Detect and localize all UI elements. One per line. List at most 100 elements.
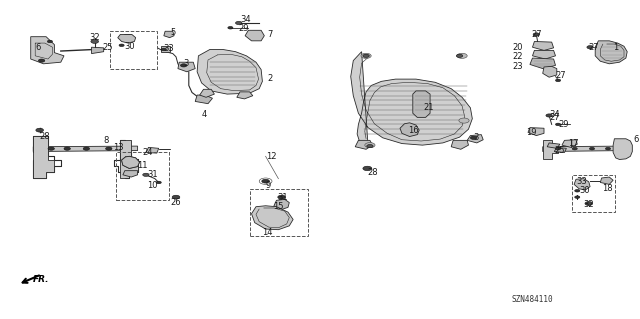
Polygon shape <box>547 143 560 148</box>
Polygon shape <box>574 179 590 190</box>
Polygon shape <box>451 140 468 149</box>
Circle shape <box>236 21 242 25</box>
Polygon shape <box>197 49 262 94</box>
Polygon shape <box>530 58 556 69</box>
Text: 23: 23 <box>512 62 523 71</box>
Polygon shape <box>595 41 627 64</box>
Circle shape <box>361 53 371 58</box>
Circle shape <box>228 26 233 29</box>
Text: 31: 31 <box>147 170 157 179</box>
Polygon shape <box>195 95 212 104</box>
Text: 3: 3 <box>184 59 189 68</box>
Text: 21: 21 <box>424 103 434 112</box>
Text: 7: 7 <box>268 30 273 39</box>
Text: 27: 27 <box>589 43 600 52</box>
Text: 20: 20 <box>512 43 522 52</box>
Text: 14: 14 <box>262 228 273 237</box>
Circle shape <box>456 54 463 57</box>
Text: 3: 3 <box>474 133 479 142</box>
Circle shape <box>589 147 595 150</box>
Bar <box>116 152 169 200</box>
Circle shape <box>556 147 561 150</box>
Circle shape <box>106 147 112 150</box>
Text: 29: 29 <box>239 24 249 33</box>
Polygon shape <box>200 89 214 97</box>
Circle shape <box>587 46 593 49</box>
Polygon shape <box>355 140 372 149</box>
Circle shape <box>119 44 124 47</box>
Circle shape <box>575 189 580 192</box>
Circle shape <box>459 118 469 123</box>
Bar <box>110 31 157 69</box>
Circle shape <box>363 54 369 57</box>
Text: 16: 16 <box>408 126 419 135</box>
Polygon shape <box>178 62 195 72</box>
Circle shape <box>556 79 561 82</box>
Text: 27: 27 <box>549 113 560 122</box>
Circle shape <box>546 114 552 117</box>
Circle shape <box>575 196 580 198</box>
Text: 28: 28 <box>367 168 378 177</box>
Text: 15: 15 <box>273 202 284 211</box>
Polygon shape <box>351 52 472 145</box>
Circle shape <box>156 181 161 184</box>
Text: 34: 34 <box>549 110 560 119</box>
Polygon shape <box>164 31 174 38</box>
Polygon shape <box>467 135 483 143</box>
Circle shape <box>365 143 375 148</box>
Text: 4: 4 <box>202 110 207 119</box>
Text: 28: 28 <box>40 132 51 141</box>
Bar <box>572 175 615 212</box>
Circle shape <box>363 166 372 171</box>
Circle shape <box>48 147 54 150</box>
Polygon shape <box>245 30 264 41</box>
Polygon shape <box>543 66 557 77</box>
Polygon shape <box>252 206 293 230</box>
Polygon shape <box>562 140 577 147</box>
Circle shape <box>262 179 269 183</box>
Text: 24: 24 <box>143 148 153 157</box>
Polygon shape <box>532 41 554 50</box>
Text: 13: 13 <box>113 143 124 152</box>
Polygon shape <box>554 147 566 152</box>
Polygon shape <box>543 146 624 152</box>
Bar <box>250 189 308 236</box>
Text: 30: 30 <box>124 42 134 51</box>
Text: 29: 29 <box>558 120 568 129</box>
Circle shape <box>83 147 90 150</box>
Circle shape <box>556 123 561 126</box>
Polygon shape <box>118 34 136 43</box>
Text: 26: 26 <box>171 198 181 207</box>
Polygon shape <box>122 156 140 168</box>
Text: 32: 32 <box>584 200 594 209</box>
Circle shape <box>36 128 44 132</box>
Text: SZN484110: SZN484110 <box>511 295 554 304</box>
Text: 32: 32 <box>90 33 100 42</box>
Text: 8: 8 <box>103 136 108 145</box>
Text: 27: 27 <box>556 71 566 80</box>
Circle shape <box>38 59 45 62</box>
Text: 33: 33 <box>576 177 587 186</box>
Text: 19: 19 <box>526 128 536 137</box>
Circle shape <box>533 33 540 36</box>
Circle shape <box>605 147 611 150</box>
Circle shape <box>470 136 477 139</box>
Circle shape <box>457 53 467 58</box>
Text: 27: 27 <box>531 30 542 39</box>
Polygon shape <box>33 146 138 152</box>
Circle shape <box>172 195 180 199</box>
Text: 34: 34 <box>240 15 251 24</box>
Polygon shape <box>532 50 556 59</box>
Polygon shape <box>92 47 104 54</box>
Text: 30: 30 <box>579 186 589 195</box>
Polygon shape <box>400 123 419 137</box>
Circle shape <box>278 195 285 199</box>
Circle shape <box>143 173 149 176</box>
Polygon shape <box>146 147 159 153</box>
Polygon shape <box>274 199 289 210</box>
Text: 12: 12 <box>266 152 276 161</box>
Circle shape <box>585 202 593 205</box>
Text: 33: 33 <box>163 44 174 53</box>
Text: FR.: FR. <box>33 275 50 284</box>
Polygon shape <box>237 92 253 99</box>
